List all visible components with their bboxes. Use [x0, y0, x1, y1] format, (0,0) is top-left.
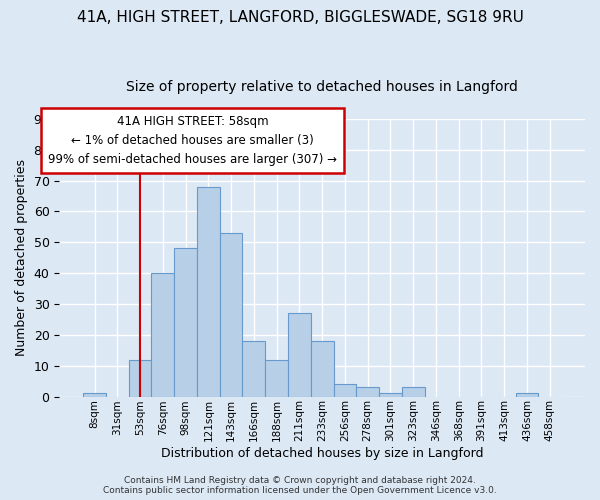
Bar — [311, 341, 334, 396]
Bar — [288, 313, 311, 396]
Bar — [151, 273, 174, 396]
Bar — [83, 394, 106, 396]
Bar — [220, 233, 242, 396]
Text: 41A, HIGH STREET, LANGFORD, BIGGLESWADE, SG18 9RU: 41A, HIGH STREET, LANGFORD, BIGGLESWADE,… — [77, 10, 523, 25]
Bar — [174, 248, 197, 396]
Bar — [402, 388, 425, 396]
Bar — [334, 384, 356, 396]
Title: Size of property relative to detached houses in Langford: Size of property relative to detached ho… — [126, 80, 518, 94]
Bar — [242, 341, 265, 396]
Bar — [265, 360, 288, 397]
X-axis label: Distribution of detached houses by size in Langford: Distribution of detached houses by size … — [161, 447, 484, 460]
Bar — [128, 360, 151, 397]
Text: Contains HM Land Registry data © Crown copyright and database right 2024.
Contai: Contains HM Land Registry data © Crown c… — [103, 476, 497, 495]
Bar — [197, 186, 220, 396]
Text: 41A HIGH STREET: 58sqm
← 1% of detached houses are smaller (3)
99% of semi-detac: 41A HIGH STREET: 58sqm ← 1% of detached … — [48, 115, 337, 166]
Bar — [515, 394, 538, 396]
Bar — [356, 388, 379, 396]
Bar — [379, 394, 402, 396]
Y-axis label: Number of detached properties: Number of detached properties — [15, 159, 28, 356]
